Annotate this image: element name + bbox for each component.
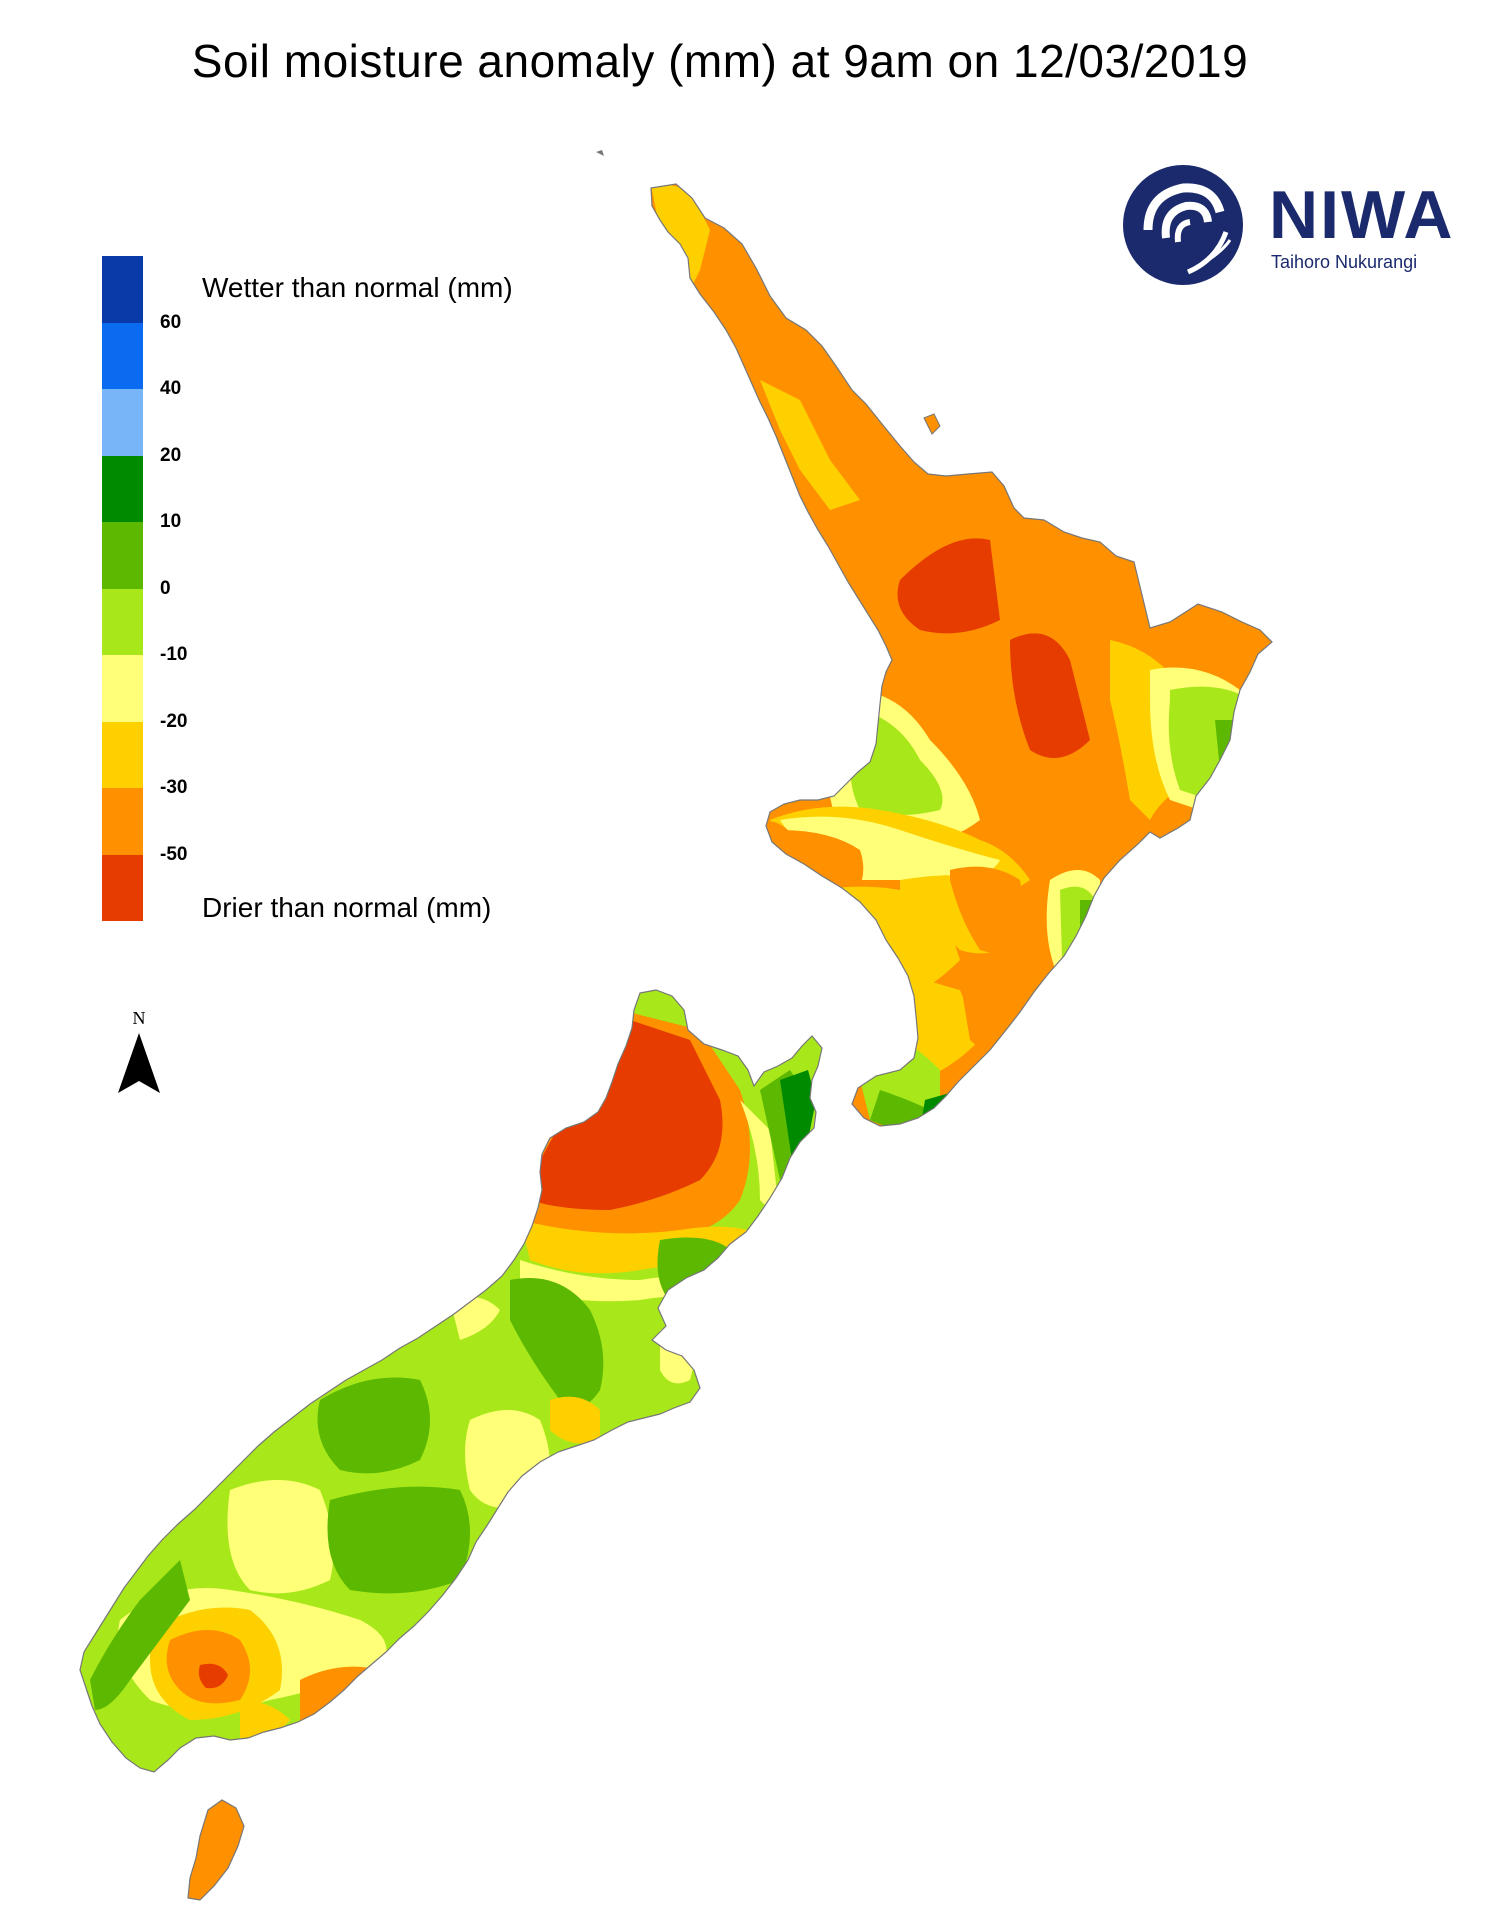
niwa-swirl-icon (1123, 165, 1243, 285)
legend-swatch (102, 655, 143, 722)
legend-swatch (102, 522, 143, 589)
legend-swatch (102, 455, 143, 522)
legend-swatch (102, 256, 143, 323)
niwa-logo: NIWA Taihoro Nukurangi (1118, 160, 1478, 290)
logo-subtitle: Taihoro Nukurangi (1271, 252, 1418, 272)
legend-color-bar (102, 256, 143, 921)
legend-swatch (102, 389, 143, 456)
legend-swatch (102, 322, 143, 389)
south-island-coastline (79, 989, 823, 1773)
legend-swatch (102, 788, 143, 855)
legend-swatch (102, 588, 143, 655)
north-letter: N (132, 1008, 146, 1028)
legend-tick-label: -20 (160, 710, 188, 732)
great-barrier-island (923, 413, 941, 435)
legend-wetter-label: Wetter than normal (mm) (202, 272, 513, 303)
legend-swatch (102, 721, 143, 788)
legend-tick-label: 0 (160, 577, 171, 599)
legend-tick-label: -10 (160, 644, 188, 665)
north-arrow-icon (118, 1033, 160, 1093)
legend-tick-label: 60 (160, 311, 182, 333)
north-island (651, 184, 1272, 1126)
south-island (80, 990, 822, 1772)
map-title: Soil moisture anomaly (mm) at 9am on 12/… (191, 35, 1249, 87)
legend-tick-label: -30 (160, 777, 188, 798)
three-kings-islet (596, 150, 604, 156)
legend-tick-label: 20 (160, 444, 182, 466)
legend-tick-label: 40 (160, 378, 182, 399)
north-arrow: N (116, 1008, 162, 1102)
legend-tick-label: -50 (160, 843, 188, 865)
legend-tick-label: 10 (160, 511, 182, 532)
north-island-coastline (650, 183, 1273, 1127)
stewart-island (187, 1799, 245, 1901)
logo-wordmark: NIWA (1269, 177, 1455, 253)
legend-drier-label: Drier than normal (mm) (202, 892, 492, 923)
legend-swatch (102, 854, 143, 921)
